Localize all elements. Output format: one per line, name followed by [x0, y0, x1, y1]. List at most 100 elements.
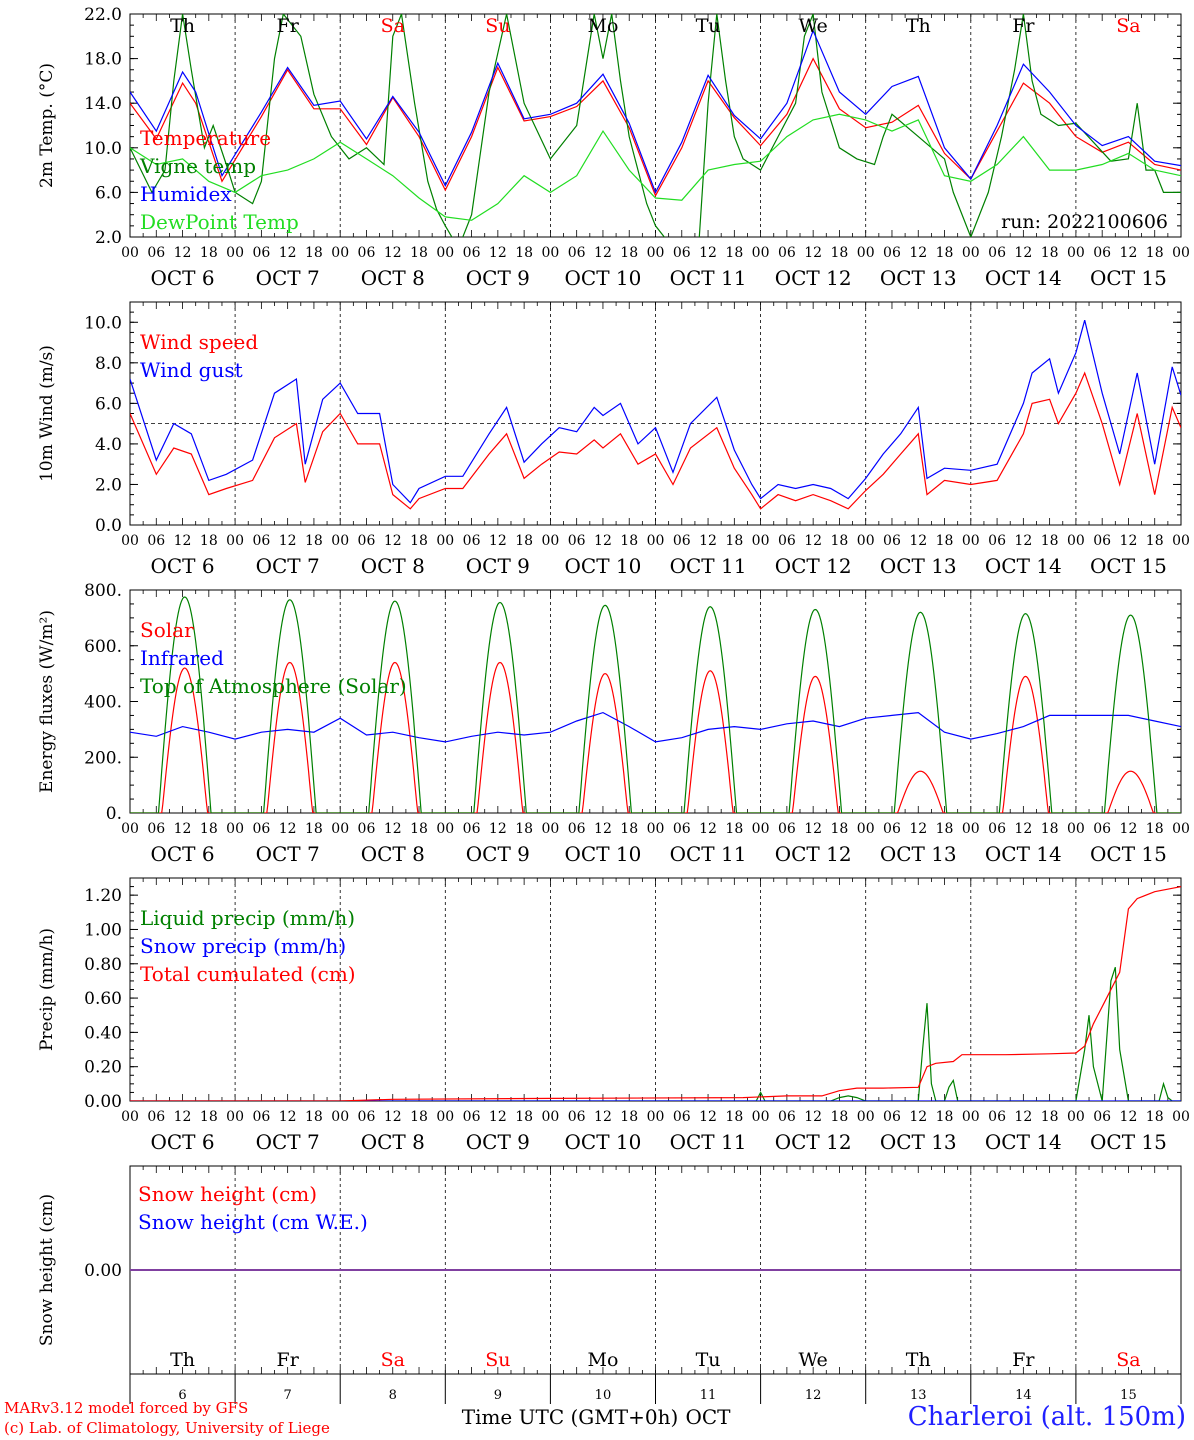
series-line-dewpoint-temp: [130, 113, 1181, 221]
date-label: OCT 6: [150, 1130, 214, 1154]
legend-entry: Humidex: [140, 182, 232, 206]
hour-tick-label: 12: [909, 533, 927, 549]
hour-tick-label: 06: [988, 533, 1006, 549]
date-label: OCT 9: [466, 1130, 530, 1154]
hour-tick-label: 00: [331, 821, 349, 837]
y-tick-label: 0.: [106, 804, 122, 824]
legend-entry: Snow height (cm W.E.): [138, 1210, 368, 1234]
weekday-label: We: [799, 15, 828, 37]
y-tick-label: 200.: [84, 748, 122, 768]
hour-tick-label: 06: [1093, 1109, 1111, 1125]
hour-tick-label: 06: [252, 821, 270, 837]
hour-tick-label: 12: [1120, 245, 1138, 261]
date-label: OCT 6: [150, 842, 214, 866]
hour-tick-label: 00: [121, 245, 139, 261]
y-tick-label: 0.40: [84, 1023, 122, 1043]
hour-tick-label: 18: [515, 821, 533, 837]
hour-tick-label: 18: [936, 1109, 954, 1125]
hour-tick-label: 06: [147, 245, 165, 261]
hour-tick-label: 18: [936, 821, 954, 837]
weekday-label: Sa: [381, 1349, 405, 1371]
plot-frame: [129, 589, 1182, 814]
series-line-humidex: [130, 29, 1181, 194]
hour-tick-label: 00: [226, 245, 244, 261]
hour-tick-label: 00: [226, 533, 244, 549]
weekday-label: Th: [170, 15, 195, 37]
hour-tick-label: 12: [384, 821, 402, 837]
plot-frame: [129, 13, 1182, 238]
hour-tick-label: 12: [489, 821, 507, 837]
hour-tick-label: 18: [620, 533, 638, 549]
date-label: OCT 7: [256, 266, 320, 290]
weekday-label: Fr: [277, 15, 300, 37]
panel-3: Energy fluxes (W/m²) 800. 600. 400. 200. 0. So…: [37, 581, 1190, 866]
day-number-label: 11: [700, 1388, 717, 1403]
date-label: OCT 6: [150, 266, 214, 290]
hour-tick-label: 06: [1093, 821, 1111, 837]
hour-tick-label: 12: [594, 821, 612, 837]
y-tick-label: 0.00: [84, 1092, 122, 1112]
weekday-label: Su: [485, 1349, 510, 1371]
hour-tick-label: 18: [200, 821, 218, 837]
hour-tick-label: 12: [594, 245, 612, 261]
date-label: OCT 15: [1090, 266, 1167, 290]
date-label: OCT 10: [565, 1130, 642, 1154]
hour-tick-label: 00: [121, 1109, 139, 1125]
date-label: OCT 11: [670, 842, 747, 866]
weekday-label: Su: [485, 15, 510, 37]
hour-tick-label: 00: [541, 533, 559, 549]
hour-tick-label: 12: [804, 245, 822, 261]
y-tick-label: 18.0: [84, 50, 122, 70]
hour-tick-label: 06: [673, 245, 691, 261]
hour-tick-label: 00: [752, 245, 770, 261]
hour-tick-label: 00: [121, 533, 139, 549]
hour-tick-label: 12: [489, 245, 507, 261]
hour-tick-label: 12: [384, 533, 402, 549]
legend-entry: Wind speed: [140, 330, 258, 354]
hour-tick-label: 00: [857, 821, 875, 837]
hour-tick-label: 06: [883, 1109, 901, 1125]
hour-tick-label: 00: [962, 245, 980, 261]
hour-tick-label: 00: [436, 533, 454, 549]
hour-tick-label: 00: [962, 533, 980, 549]
hour-tick-label: 18: [1041, 1109, 1059, 1125]
hour-tick-label: 18: [200, 533, 218, 549]
hour-tick-label: 12: [384, 245, 402, 261]
date-label: OCT 14: [985, 842, 1062, 866]
y-tick-label: 400.: [84, 693, 122, 713]
hour-tick-label: 18: [620, 1109, 638, 1125]
date-label: OCT 13: [880, 1130, 957, 1154]
hour-tick-label: 00: [1172, 533, 1190, 549]
hour-tick-label: 00: [1172, 245, 1190, 261]
date-label: OCT 12: [775, 266, 852, 290]
y-tick-label: 0.80: [84, 955, 122, 975]
hour-tick-label: 06: [568, 1109, 586, 1125]
hour-tick-label: 18: [1041, 821, 1059, 837]
hour-tick-label: 00: [962, 1109, 980, 1125]
legend-entry: Snow height (cm): [138, 1182, 317, 1206]
date-label: OCT 11: [670, 1130, 747, 1154]
y-tick-label: 600.: [84, 637, 122, 657]
legend-entry: Wind gust: [140, 358, 243, 382]
y-tick-label: 1.00: [84, 920, 122, 940]
weekday-label: Sa: [1116, 15, 1140, 37]
hour-tick-label: 18: [1041, 533, 1059, 549]
hour-tick-label: 00: [121, 821, 139, 837]
series-line-solar: [130, 661, 1181, 813]
date-label: OCT 10: [565, 554, 642, 578]
day-number-label: 13: [910, 1388, 927, 1403]
legend-entry: Temperature: [140, 126, 271, 150]
hour-tick-label: 12: [909, 1109, 927, 1125]
series-line-wind-speed: [130, 371, 1181, 510]
weekday-label: Fr: [1012, 15, 1035, 37]
hour-tick-label: 18: [305, 821, 323, 837]
hour-tick-label: 06: [463, 1109, 481, 1125]
date-label: OCT 9: [466, 554, 530, 578]
series-group: [130, 596, 1181, 813]
plot-frame: [129, 301, 1182, 526]
hour-tick-label: 06: [568, 821, 586, 837]
weekday-label: Tu: [696, 1349, 721, 1371]
lab-credit: (c) Lab. of Climatology, University of L…: [4, 1419, 330, 1437]
hour-tick-label: 00: [436, 1109, 454, 1125]
hour-tick-label: 06: [147, 821, 165, 837]
